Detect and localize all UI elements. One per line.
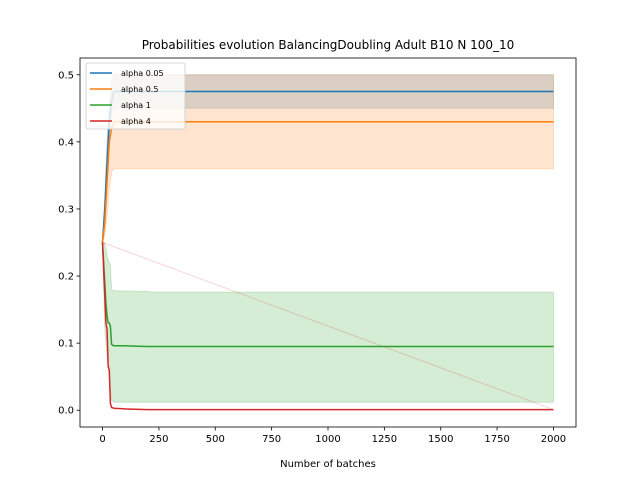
legend: alpha 0.05 alpha 0.5 alpha 1 alpha 4	[85, 62, 186, 130]
x-tick-label: 750	[262, 434, 281, 445]
x-tick-label: 1750	[484, 434, 509, 445]
line-series-2	[101, 242, 554, 348]
chart-title: Probabilities evolution BalancingDoublin…	[142, 38, 515, 52]
x-tick-label: 1250	[372, 434, 397, 445]
x-tick-label: 2000	[541, 434, 566, 445]
x-axis-label: Number of batches	[280, 459, 376, 470]
x-tick-label: 500	[206, 434, 225, 445]
legend-label-0: alpha 0.05	[121, 69, 164, 78]
x-tick-label: 1500	[428, 434, 453, 445]
y-tick-label: 0.0	[58, 406, 74, 417]
y-tick-label: 0.3	[58, 204, 74, 215]
x-tick-label: 0	[99, 434, 105, 445]
y-tick-label: 0.1	[58, 339, 74, 350]
y-tick-label: 0.4	[58, 137, 74, 148]
x-tick-label: 1000	[315, 434, 340, 445]
y-tick-label: 0.5	[58, 70, 74, 81]
legend-label-2: alpha 1	[121, 101, 151, 110]
legend-label-3: alpha 4	[121, 117, 151, 126]
line-series-3	[101, 242, 554, 411]
legend-label-1: alpha 0.5	[121, 85, 158, 94]
y-axis-ticks: 0.0 0.1 0.2 0.3 0.4 0.5	[58, 70, 80, 417]
legend-frame	[85, 62, 186, 130]
x-tick-label: 250	[149, 434, 168, 445]
x-axis-ticks: 0 250 500 750 1000 1250 1500 1750 2000	[99, 427, 566, 445]
y-tick-label: 0.2	[58, 272, 74, 283]
